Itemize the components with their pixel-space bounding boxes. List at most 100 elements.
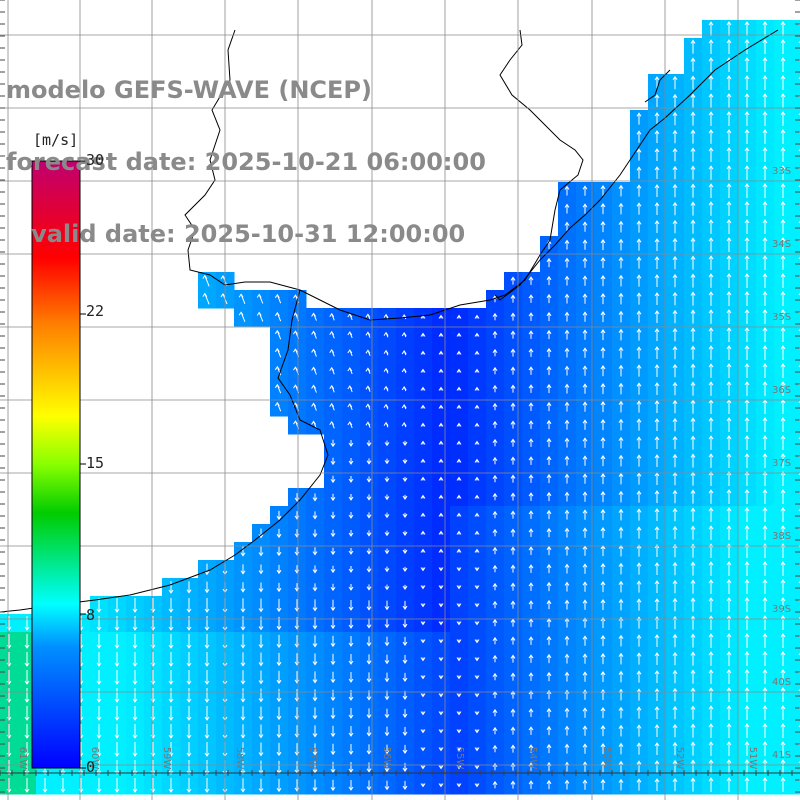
wind-arrow (384, 458, 390, 465)
wind-arrow (744, 21, 750, 36)
wind-arrow (690, 291, 696, 306)
wind-arrow (348, 744, 354, 755)
wind-arrow (690, 723, 696, 738)
wind-arrow (474, 567, 480, 572)
wind-arrow (401, 332, 407, 338)
wind-arrow (510, 582, 516, 591)
wind-arrow (330, 511, 336, 520)
wind-arrow (348, 584, 354, 591)
wind-arrow (762, 291, 768, 306)
wind-arrow (636, 418, 642, 431)
wind-arrow (202, 292, 210, 305)
wind-arrow (708, 147, 714, 162)
wind-arrow (384, 512, 390, 519)
wind-arrow (618, 436, 624, 449)
wind-arrow (618, 490, 624, 503)
wind-arrow (618, 724, 624, 737)
wind-arrow (256, 293, 264, 304)
wind-arrow (780, 723, 786, 738)
wind-arrow (330, 493, 336, 502)
lon-label: 57W (307, 747, 318, 770)
wind-arrow (654, 454, 660, 467)
wind-arrow (510, 654, 516, 663)
wind-arrow (600, 581, 606, 593)
wind-arrow (420, 458, 426, 463)
wind-arrow (726, 723, 732, 738)
wind-arrow (654, 130, 660, 143)
wind-arrow (672, 273, 678, 288)
wind-arrow (474, 458, 480, 463)
wind-arrow (708, 471, 714, 486)
wind-arrow (690, 183, 696, 198)
wind-arrow (726, 129, 732, 144)
wind-arrow (240, 582, 246, 593)
wind-arrow (348, 530, 354, 537)
wind-arrow (762, 489, 768, 504)
wind-arrow (438, 422, 444, 427)
wind-cell (792, 434, 800, 453)
wind-arrow (348, 600, 354, 611)
wind-arrow (492, 546, 498, 555)
wind-cell (792, 182, 800, 201)
wind-arrow (276, 706, 282, 721)
wind-arrow (672, 723, 678, 738)
wind-arrow (600, 401, 606, 413)
wind-arrow (780, 237, 786, 252)
wind-arrow (762, 345, 768, 360)
wind-arrow (618, 328, 624, 341)
wind-arrow (780, 561, 786, 576)
wind-arrow (708, 759, 714, 774)
wind-arrow (276, 510, 282, 521)
wind-arrow (690, 129, 696, 144)
wind-arrow (708, 777, 714, 792)
wind-arrow (114, 688, 120, 703)
wind-arrow (168, 688, 174, 703)
lon-label: 60W (89, 747, 100, 770)
wind-arrow (474, 747, 480, 752)
wind-arrow (438, 548, 444, 553)
wind-arrow (114, 634, 120, 649)
wind-arrow (636, 688, 642, 701)
wind-arrow (456, 386, 462, 391)
wind-arrow (438, 693, 444, 698)
wind-arrow (240, 706, 246, 721)
wind-arrow (762, 417, 768, 432)
wind-arrow (654, 274, 660, 287)
wind-arrow (42, 778, 48, 793)
wind-arrow (780, 615, 786, 630)
wind-arrow (654, 292, 660, 305)
wind-arrow (329, 330, 335, 339)
wind-cell (792, 344, 800, 363)
wind-arrow (690, 363, 696, 378)
wind-arrow (132, 778, 138, 793)
wind-arrow (762, 111, 768, 126)
wind-arrow (726, 561, 732, 576)
wind-arrow (348, 780, 354, 791)
coastline (0, 29, 779, 613)
wind-cell (792, 74, 800, 93)
wind-arrow (636, 400, 642, 413)
wind-arrow (708, 57, 714, 72)
wind-arrow (402, 566, 408, 572)
wind-arrow (546, 437, 552, 448)
wind-arrow (366, 584, 372, 591)
wind-arrow (582, 455, 588, 466)
wind-arrow (474, 548, 480, 553)
wind-arrow (690, 345, 696, 360)
wind-arrow (402, 672, 408, 682)
wind-arrow (366, 458, 372, 465)
wind-arrow (690, 39, 696, 54)
wind-arrow (492, 492, 498, 501)
wind-arrow (762, 705, 768, 720)
wind-arrow (762, 21, 768, 36)
wind-arrow (510, 672, 516, 681)
wind-arrow (528, 528, 534, 537)
wind-arrow (438, 567, 444, 572)
wind-arrow (636, 580, 642, 593)
wind-arrow (402, 512, 408, 518)
wind-cell (792, 614, 800, 633)
wind-cell (792, 470, 800, 489)
wind-arrow (204, 598, 210, 613)
wind-arrow (708, 39, 714, 54)
wind-arrow (492, 438, 498, 447)
